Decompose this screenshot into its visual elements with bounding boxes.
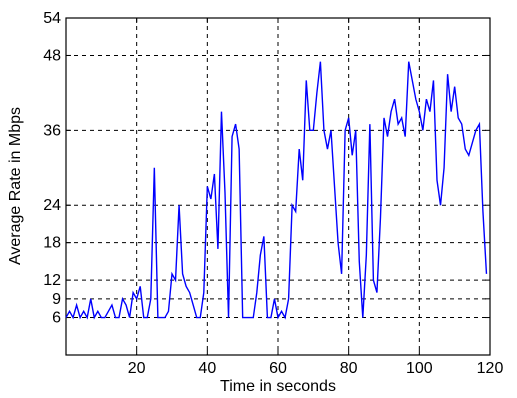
x-tick-label: 60 [269,360,287,377]
y-tick-label: 12 [43,272,61,289]
y-tick-label: 9 [52,291,61,308]
x-tick-labels: 20 40 60 80 100 120 [128,360,504,377]
y-tick-label: 18 [43,235,61,252]
y-tick-label: 24 [43,197,61,214]
y-axis-label: Average Rate in Mbps [7,107,24,265]
x-tick-label: 40 [198,360,216,377]
y-tick-label: 36 [43,122,61,139]
y-tick-label: 54 [43,10,61,27]
x-tick-label: 20 [128,360,146,377]
y-tick-label: 6 [52,310,61,327]
axis-ticks [66,17,491,355]
series-line [65,61,488,320]
x-tick-label: 120 [477,360,504,377]
grid [66,18,490,355]
x-tick-label: 100 [406,360,433,377]
x-tick-label: 80 [340,360,358,377]
x-axis-label: Time in seconds [220,378,336,395]
y-tick-labels: 6 9 12 18 24 36 48 54 [43,10,61,327]
y-tick-label: 48 [43,47,61,64]
